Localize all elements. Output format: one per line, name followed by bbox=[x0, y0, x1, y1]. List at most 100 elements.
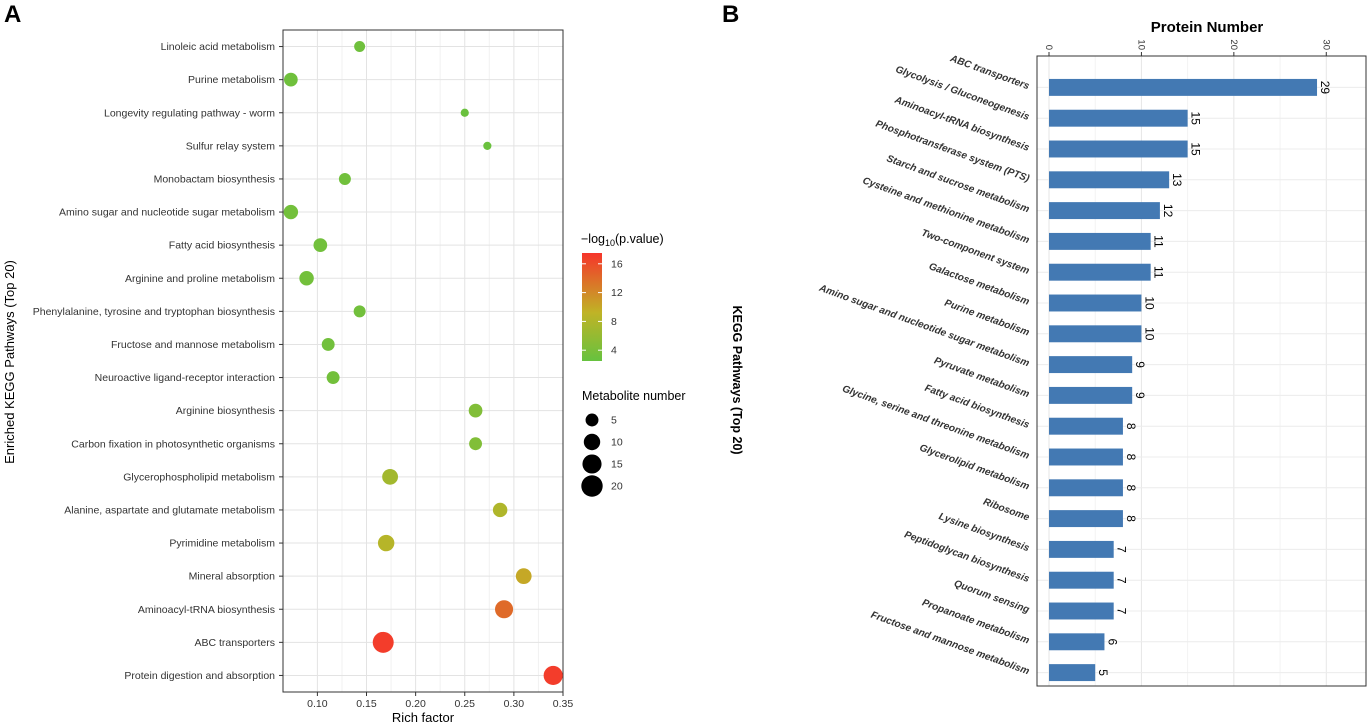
panel-b-value-label: 29 bbox=[1318, 81, 1332, 95]
size-legend-title: Metabolite number bbox=[582, 389, 686, 403]
panel-b-bar bbox=[1049, 140, 1188, 158]
panel-a-point bbox=[382, 468, 398, 485]
panel-b-x-ticks: 0 10 20 30 bbox=[1043, 39, 1331, 56]
panel-a-point bbox=[495, 600, 514, 619]
size-legend-label: 10 bbox=[611, 437, 623, 449]
panel-b-bar bbox=[1049, 109, 1188, 127]
panel-b-value-label: 12 bbox=[1161, 204, 1175, 218]
color-legend-tick-label: 12 bbox=[611, 287, 623, 299]
panel-b-value-label: 6 bbox=[1105, 638, 1119, 645]
panel-b-value-label: 10 bbox=[1142, 296, 1156, 310]
panel-a-category-label: Fatty acid biosynthesis bbox=[169, 240, 275, 252]
panel-b-bar bbox=[1049, 356, 1133, 374]
panel-b-value-label: 11 bbox=[1152, 235, 1166, 248]
panel-a-point bbox=[338, 172, 351, 185]
panel-b-category-label: Phosphotransferase system (PTS) bbox=[874, 119, 1031, 185]
size-legend-label: 5 bbox=[611, 415, 617, 427]
panel-a-category-label: ABC transporters bbox=[194, 637, 275, 649]
panel-a-point bbox=[483, 141, 492, 150]
panel-a-point bbox=[283, 204, 299, 220]
panel-a-category-label: Phenylalanine, tyrosine and tryptophan b… bbox=[33, 306, 275, 318]
panel-b-value-label: 9 bbox=[1133, 392, 1147, 399]
panel-b-bar bbox=[1049, 171, 1170, 189]
panel-a-category-label: Longevity regulating pathway - worm bbox=[104, 107, 275, 119]
panel-b-value-label: 11 bbox=[1152, 266, 1166, 279]
panel-a-x-tick-label: 0.15 bbox=[356, 698, 377, 710]
size-legend-label: 20 bbox=[611, 481, 623, 493]
panel-a-category-label: Arginine and proline metabolism bbox=[125, 273, 275, 285]
panel-b-x-tick-label: 30 bbox=[1320, 39, 1331, 50]
panel-a-point bbox=[326, 371, 340, 384]
panel-a-plot-bg bbox=[283, 30, 563, 692]
panel-b-x-tick-label: 0 bbox=[1043, 45, 1054, 50]
panel-b-category-label: Glycolysis / Gluconeogenesis bbox=[894, 64, 1031, 123]
panel-b-value-label: 8 bbox=[1124, 454, 1138, 461]
panel-a-category-label: Purine metabolism bbox=[188, 74, 275, 86]
panel-a-point bbox=[468, 403, 483, 418]
panel-b-plot-border bbox=[1036, 55, 1367, 687]
panel-a-category-label: Arginine biosynthesis bbox=[176, 405, 275, 417]
size-legend-label: 15 bbox=[611, 459, 623, 471]
panel-b-value-label: 15 bbox=[1189, 112, 1203, 126]
panel-a-x-axis-title: Rich factor bbox=[392, 710, 455, 725]
panel-b-value-label: 10 bbox=[1142, 327, 1156, 341]
panel-b: B Protein Number 0 10 20 30 29 15 15 13 12 11 11 1… bbox=[722, 1, 1367, 687]
size-legend: Metabolite number 5 10 15 20 bbox=[581, 389, 686, 497]
panel-b-bar bbox=[1049, 417, 1123, 435]
panel-b-bar bbox=[1049, 540, 1114, 558]
panel-b-value-label: 7 bbox=[1115, 546, 1129, 553]
panel-a-category-label: Amino sugar and nucleotide sugar metabol… bbox=[59, 207, 275, 219]
panel-a-point bbox=[377, 534, 395, 552]
panel-a-x-tick-label: 0.30 bbox=[504, 698, 525, 710]
panel-a-point bbox=[299, 271, 314, 286]
panel-a-point bbox=[353, 305, 366, 318]
panel-a-x-tick-label: 0.10 bbox=[307, 698, 328, 710]
panel-b-bar bbox=[1049, 263, 1151, 281]
panel-a-category-label: Monobactam biosynthesis bbox=[154, 173, 275, 185]
panel-a-x-ticks: 0.10 0.15 0.20 0.25 0.30 0.35 bbox=[307, 692, 573, 710]
panel-b-label: B bbox=[722, 1, 739, 28]
panel-a-y-tick-labels: Linoleic acid metabolism Purine metabolis… bbox=[33, 41, 283, 682]
panel-b-bar bbox=[1049, 510, 1123, 528]
panel-a-category-label: Fructose and mannose metabolism bbox=[111, 339, 275, 351]
panel-a-category-label: Pyrimidine metabolism bbox=[169, 538, 275, 550]
panel-b-title: Protein Number bbox=[1151, 19, 1264, 36]
panel-b-x-tick-label: 20 bbox=[1228, 39, 1239, 50]
panel-b-value-label: 8 bbox=[1124, 484, 1138, 491]
panel-b-value-label: 9 bbox=[1133, 361, 1147, 368]
panel-a-point bbox=[460, 108, 469, 117]
panel-b-x-tick-label: 10 bbox=[1135, 39, 1146, 50]
panel-b-bar bbox=[1049, 386, 1133, 404]
panel-a: A Linoleic acid metabolism Purine metabol… bbox=[2, 1, 686, 725]
panel-b-value-label: 15 bbox=[1189, 142, 1203, 156]
panel-a-point bbox=[492, 502, 508, 518]
panel-b-bar bbox=[1049, 78, 1318, 96]
panel-a-category-label: Linoleic acid metabolism bbox=[161, 41, 276, 53]
panel-b-y-axis-title: KEGG Pathways (Top 20) bbox=[730, 305, 744, 454]
color-legend-bar bbox=[582, 253, 602, 361]
panel-b-bar bbox=[1049, 602, 1114, 620]
size-legend-dot bbox=[582, 454, 602, 474]
panel-a-plot-border bbox=[282, 29, 564, 693]
panel-b-bar bbox=[1049, 571, 1114, 589]
panel-b-bar bbox=[1049, 633, 1105, 651]
panel-b-value-label: 13 bbox=[1170, 173, 1184, 187]
color-legend-title: −log10(p.value) bbox=[581, 232, 664, 248]
panel-a-y-axis-title: Enriched KEGG Pathways (Top 20) bbox=[2, 260, 17, 464]
panel-b-bar bbox=[1049, 448, 1123, 466]
panel-a-grid bbox=[283, 30, 564, 692]
panel-a-category-label: Protein digestion and absorption bbox=[124, 670, 275, 682]
panel-a-point bbox=[543, 665, 563, 686]
size-legend-dot bbox=[583, 433, 601, 451]
color-legend-tick-label: 16 bbox=[611, 258, 623, 270]
color-legend-tick-label: 8 bbox=[611, 316, 617, 328]
panel-b-value-label: 7 bbox=[1115, 608, 1129, 615]
panel-b-bar bbox=[1049, 232, 1151, 250]
panel-b-value-label: 7 bbox=[1115, 577, 1129, 584]
panel-b-bar bbox=[1049, 479, 1123, 497]
panel-a-category-label: Sulfur relay system bbox=[186, 140, 276, 152]
panel-a-category-label: Alanine, aspartate and glutamate metabol… bbox=[64, 504, 275, 516]
panel-a-category-label: Neuroactive ligand-receptor interaction bbox=[95, 372, 276, 384]
